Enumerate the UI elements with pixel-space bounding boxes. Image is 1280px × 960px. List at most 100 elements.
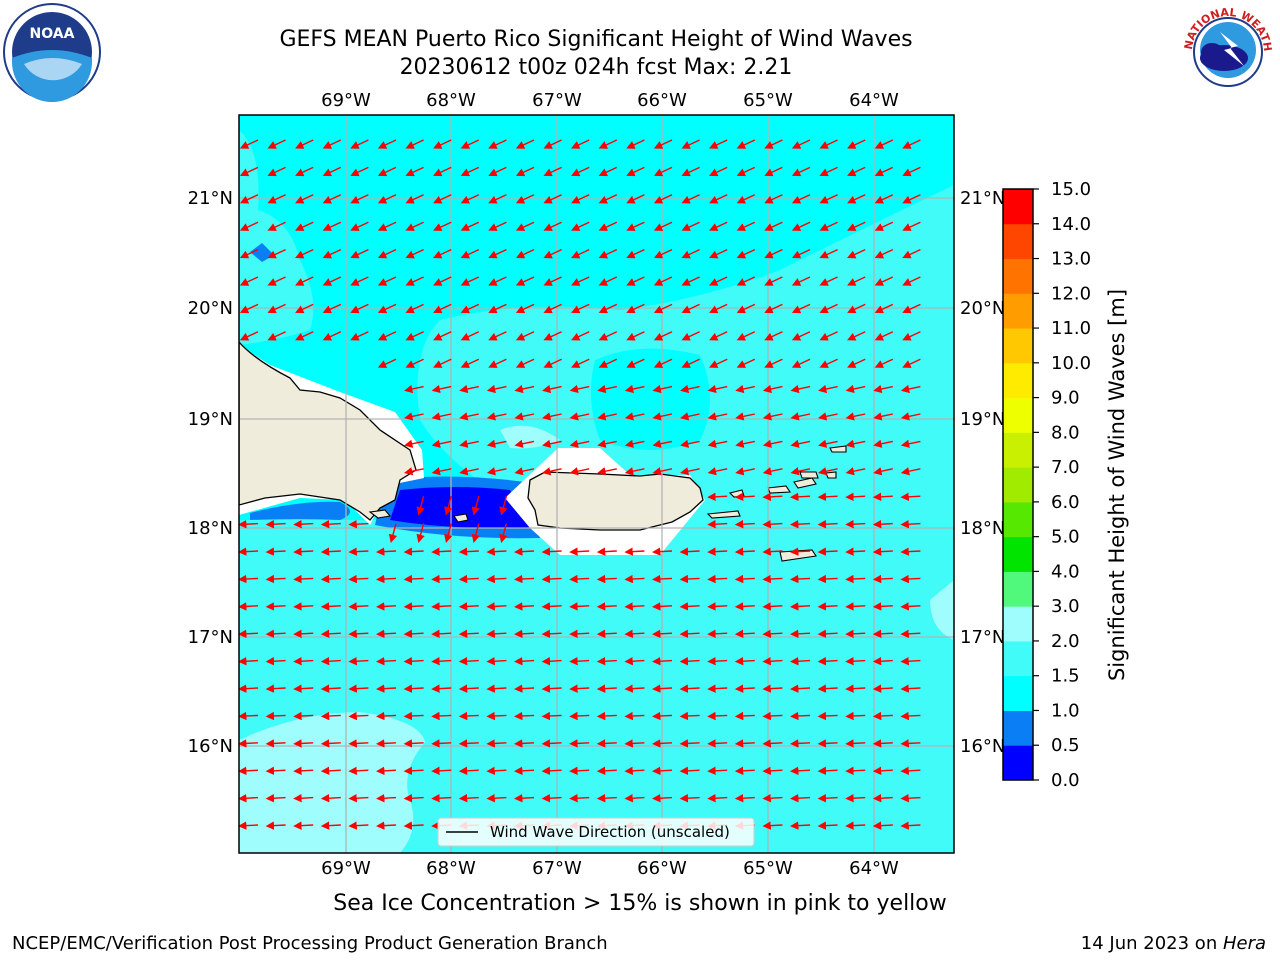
wave-direction-arrow bbox=[736, 358, 756, 368]
wave-direction-arrow bbox=[847, 303, 866, 314]
wave-direction-arrow bbox=[900, 684, 921, 693]
wave-direction-arrow bbox=[571, 248, 590, 259]
wave-direction-arrow bbox=[405, 139, 424, 149]
wave-direction-arrow bbox=[265, 739, 286, 748]
wave-direction-arrow bbox=[239, 166, 259, 177]
wave-direction-arrow bbox=[681, 139, 700, 149]
wave-direction-arrow bbox=[709, 194, 728, 204]
wave-direction-arrow bbox=[320, 711, 341, 721]
colorbar-swatch bbox=[1003, 675, 1033, 711]
colorbar-tick-label: 2.0 bbox=[1051, 631, 1080, 652]
wave-direction-arrow bbox=[265, 520, 286, 529]
wave-direction-arrow bbox=[790, 492, 811, 502]
wave-direction-arrow bbox=[709, 248, 728, 259]
wave-direction-arrow bbox=[735, 467, 755, 476]
date-value: 14 Jun 2023 on bbox=[1080, 933, 1223, 954]
wave-direction-arrow bbox=[791, 166, 811, 177]
wave-direction-arrow bbox=[514, 739, 535, 748]
colorbar-frame bbox=[1002, 188, 1034, 781]
wave-direction-arrow bbox=[681, 331, 700, 341]
wave-direction-arrow bbox=[460, 221, 480, 231]
wave-direction-arrow bbox=[845, 492, 866, 502]
wave-direction-arrow bbox=[874, 166, 894, 177]
wave-direction-arrow bbox=[736, 221, 756, 231]
wave-direction-arrow bbox=[653, 276, 673, 286]
wave-direction-arrow bbox=[653, 358, 673, 368]
wave-direction-arrow bbox=[320, 794, 341, 803]
wave-direction-arrow bbox=[819, 276, 838, 286]
wave-direction-arrow bbox=[431, 657, 452, 666]
wave-direction-arrow bbox=[514, 711, 535, 721]
wave-direction-arrow bbox=[874, 358, 894, 368]
wave-direction-arrow bbox=[764, 221, 783, 231]
wave-direction-arrow bbox=[847, 331, 866, 341]
wave-direction-arrow bbox=[845, 439, 866, 448]
wave-direction-arrow bbox=[790, 412, 811, 421]
wave-direction-arrow bbox=[679, 766, 700, 776]
wave-direction-arrow bbox=[431, 766, 452, 776]
colorbar-tick-label: 6.0 bbox=[1051, 492, 1080, 513]
colorbar-tick-label: 7.0 bbox=[1051, 457, 1080, 478]
wave-direction-arrow bbox=[900, 520, 921, 529]
wave-direction-arrow bbox=[569, 629, 590, 639]
wave-direction-arrow bbox=[348, 657, 369, 666]
wave-direction-arrow bbox=[653, 221, 673, 231]
wave-direction-arrow bbox=[515, 248, 535, 259]
wave-direction-arrow bbox=[459, 412, 479, 421]
wave-direction-arrow bbox=[624, 602, 645, 611]
wave-direction-arrow bbox=[348, 547, 369, 556]
wave-direction-arrow bbox=[376, 739, 397, 748]
wave-direction-arrow bbox=[902, 358, 921, 368]
wave-direction-arrow bbox=[433, 303, 452, 314]
wave-direction-arrow bbox=[790, 384, 811, 394]
lat-label: 16°N bbox=[960, 736, 1005, 757]
wave-direction-arrow bbox=[376, 821, 397, 830]
wave-direction-arrow bbox=[295, 166, 314, 177]
lat-labels-right: 21°N 20°N 19°N 18°N 17°N 16°N bbox=[960, 188, 1005, 757]
wave-direction-arrow bbox=[571, 331, 590, 341]
wave-direction-arrow bbox=[762, 766, 783, 776]
map-legend: Wind Wave Direction (unscaled) bbox=[437, 817, 755, 847]
wave-direction-arrow bbox=[433, 166, 452, 177]
wave-direction-arrow bbox=[598, 221, 618, 231]
map-area bbox=[239, 115, 954, 853]
wave-direction-arrow bbox=[874, 303, 894, 314]
lat-label: 21°N bbox=[188, 188, 233, 209]
wave-direction-arrow bbox=[293, 684, 314, 693]
wave-direction-arrow bbox=[652, 629, 673, 639]
wave-direction-arrow bbox=[403, 657, 424, 666]
wave-direction-arrow bbox=[845, 467, 866, 476]
wave-direction-arrow bbox=[486, 384, 507, 394]
wave-direction-arrow bbox=[790, 467, 811, 476]
land-isla-saona bbox=[368, 509, 392, 519]
wave-direction-arrow bbox=[679, 574, 700, 584]
wave-direction-arrow bbox=[817, 492, 838, 502]
wave-direction-arrow bbox=[239, 711, 259, 721]
wave-direction-arrow bbox=[652, 794, 673, 803]
wave-direction-arrow bbox=[458, 684, 479, 693]
colorbar-tick-label: 5.0 bbox=[1051, 527, 1080, 548]
wave-direction-arrow bbox=[569, 384, 590, 394]
wave-direction-arrow bbox=[707, 520, 728, 529]
colorbar-swatch bbox=[1003, 293, 1033, 329]
wave-direction-arrow bbox=[458, 739, 479, 748]
wave-direction-arrow bbox=[598, 331, 618, 341]
wave-direction-arrow bbox=[872, 794, 893, 803]
wave-direction-arrow bbox=[322, 331, 342, 341]
map-frame bbox=[238, 114, 955, 854]
wave-direction-arrow bbox=[444, 523, 453, 543]
lat-label: 16°N bbox=[188, 736, 233, 757]
wave-direction-arrow bbox=[295, 248, 314, 259]
wave-direction-arrow bbox=[293, 821, 314, 830]
wave-direction-arrow bbox=[295, 276, 314, 286]
wave-direction-arrow bbox=[416, 523, 425, 543]
wave-direction-arrow bbox=[818, 384, 838, 394]
wave-direction-arrow bbox=[624, 384, 645, 394]
wave-direction-arrow bbox=[569, 711, 590, 721]
wave-direction-arrow bbox=[845, 766, 866, 776]
wave-direction-arrow bbox=[845, 574, 866, 584]
wave-direction-arrow bbox=[403, 739, 424, 748]
wave-direction-arrow bbox=[736, 331, 756, 341]
wave-direction-arrow bbox=[514, 684, 535, 693]
wave-direction-arrow bbox=[239, 821, 259, 830]
